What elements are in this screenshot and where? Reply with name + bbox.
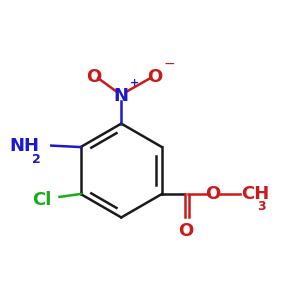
Text: NH: NH (10, 136, 40, 154)
Text: CH: CH (241, 185, 269, 203)
Text: O: O (178, 222, 193, 240)
Text: O: O (86, 68, 101, 86)
Text: 3: 3 (257, 200, 266, 213)
Text: −: − (164, 57, 176, 71)
Text: Cl: Cl (32, 191, 51, 209)
Text: O: O (206, 185, 221, 203)
Text: N: N (114, 87, 129, 105)
Text: O: O (147, 68, 163, 86)
Text: +: + (130, 78, 139, 88)
Text: 2: 2 (32, 153, 41, 166)
